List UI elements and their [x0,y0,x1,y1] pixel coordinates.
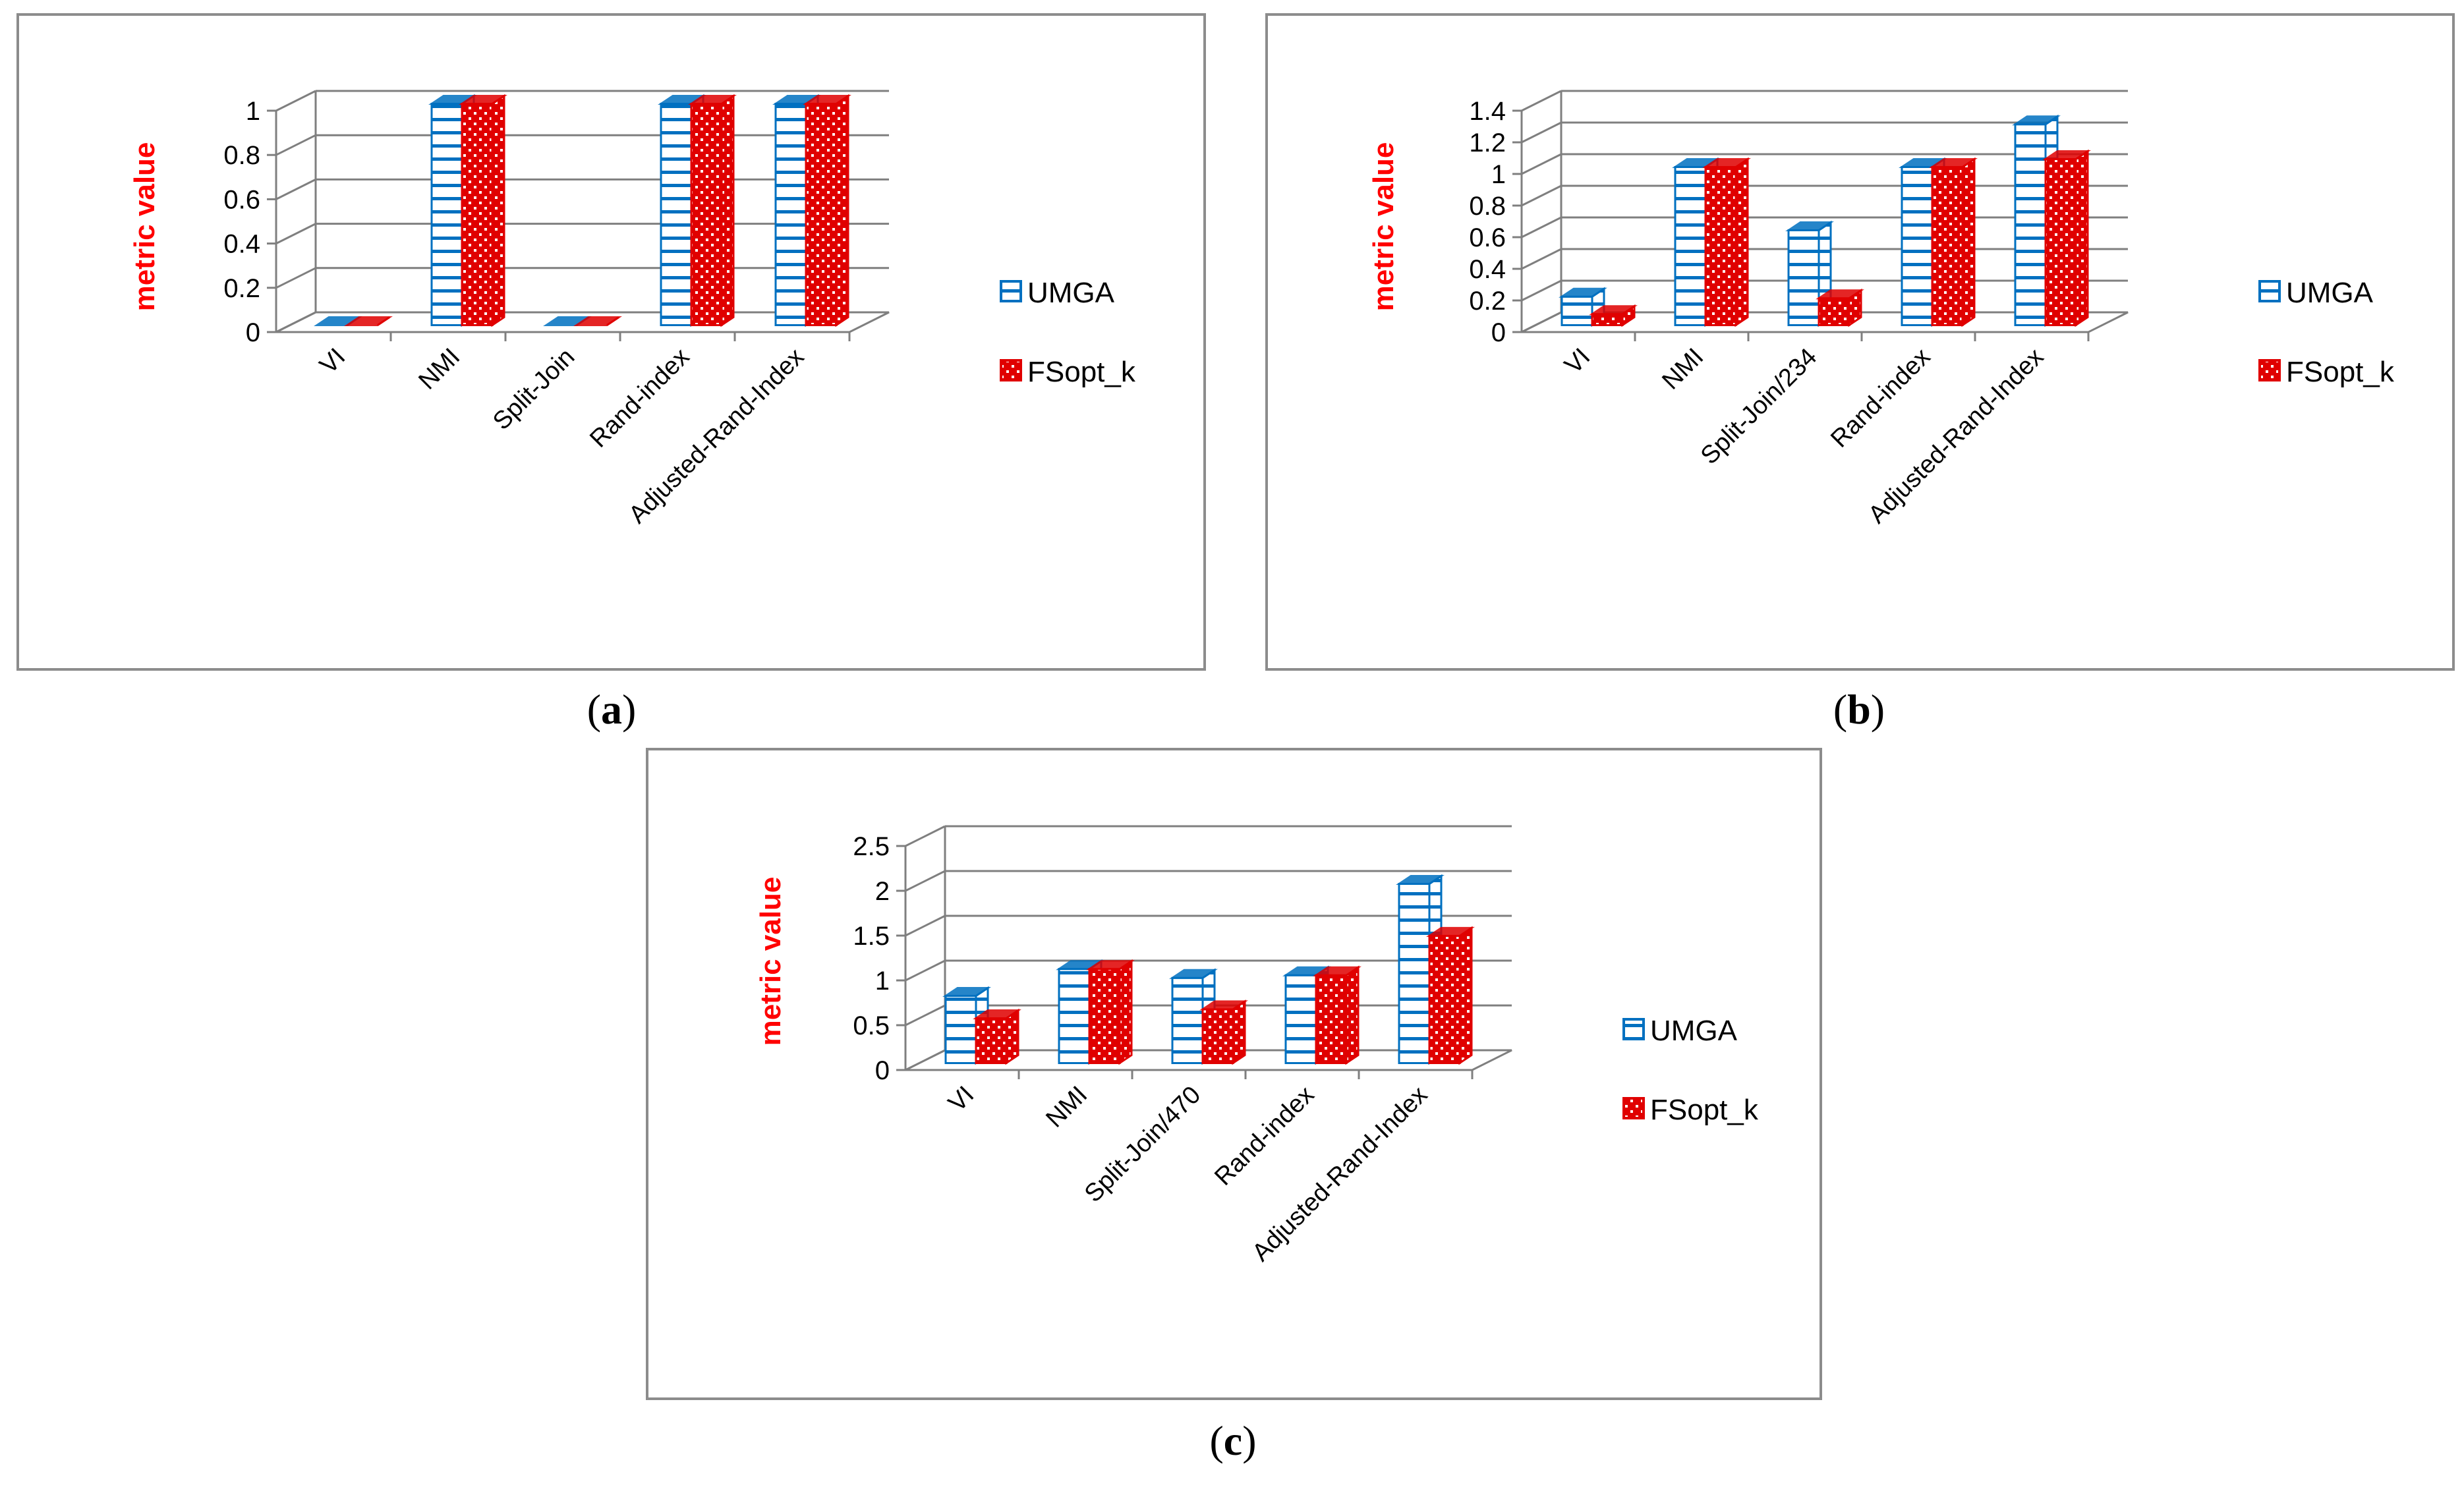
legend-label: FSopt_k [1650,1094,1759,1126]
y-tick-label: 1 [246,97,260,126]
y-tick-label: 1.5 [853,922,890,951]
bar-fsopt [573,316,622,326]
y-axis-title: metric value [129,142,161,312]
plot-area: 0 0.2 0.4 0.6 0.8 1 metric value VI NMI Split-Joi… [129,90,890,529]
category-label: NMI [1041,1081,1093,1133]
caption-a: (a) [587,686,637,733]
category-label: NMI [413,343,465,395]
legend-fsopt: FSopt_k [2258,356,2395,388]
category-label: VI [943,1081,979,1117]
category-label: Rand-index [1209,1081,1319,1191]
category-label: VI [314,343,351,380]
caption-b: (b) [1833,686,1885,733]
y-tick-label: 0.2 [223,274,260,303]
y-tick-label: 0.2 [1469,287,1506,316]
category-label: VI [1559,343,1595,380]
y-tick-label: 0.6 [223,185,260,214]
legend-umga: UMGA [1622,1015,1738,1047]
floor [1521,311,2129,333]
legend-label: UMGA [1027,277,1115,309]
y-tick-label: 0 [1491,318,1506,347]
bar-fsopt [2042,149,2091,327]
legend-fsopt: FSopt_k [1000,356,1136,388]
y-tick-label: 0 [246,318,260,347]
legend-fsopt: FSopt_k [1622,1094,1759,1126]
legend-swatch [1000,280,1022,302]
y-tick-label: 1 [875,967,890,996]
chart-panel-b: 0 0.2 0.4 0.6 0.8 1 1.2 1.4 metric value VI NMI Spl… [1265,13,2455,671]
category-label: Split-Join [488,343,580,436]
category-label: Rand-index [585,343,695,453]
y-tick-label: 1.2 [1469,128,1506,157]
bar-fsopt [1426,926,1475,1065]
legend-label: FSopt_k [2286,356,2395,388]
bar-fsopt [803,94,851,327]
bar-fsopt [1702,157,1751,327]
legend-swatch [1000,359,1022,381]
bar-fsopt [1816,288,1864,327]
bar-fsopt [459,94,507,327]
floor [905,1049,1512,1071]
category-label: Rand-index [1825,343,1935,453]
legend-label: FSopt_k [1027,356,1136,388]
bar-fsopt [1086,959,1135,1065]
y-axis-title: metric value [755,877,787,1046]
chart-panel-c: 0 0.5 1 1.5 2 2.5 metric value VI NMI Split-Join/… [646,748,1822,1400]
bar-fsopt [1589,304,1638,327]
legend-swatch [1622,1097,1645,1119]
y-tick-label: 1.4 [1469,97,1506,126]
plot-area: 00.2 0.4 0.60.8 1 1.21.4 metric value VI NMISpl… [1367,90,2129,529]
y-tick-label: 1 [1491,160,1506,189]
category-label: Split-Join/234 [1696,343,1823,470]
bar-fsopt [973,1008,1021,1065]
legend-swatch [1622,1018,1645,1040]
bar-fsopt [1199,1000,1248,1065]
y-tick-label: 0.8 [223,141,260,170]
chart-panel-a: 0 0.2 0.4 0.6 0.8 1 metric value VI NMI Split-Joi… [16,13,1206,671]
legend-label: UMGA [1650,1015,1738,1047]
legend-label: UMGA [2286,277,2374,309]
floor [275,311,890,333]
legend-umga: UMGA [2258,277,2374,309]
y-axis-title: metric value [1367,142,1400,312]
y-tick-label: 0 [875,1056,890,1085]
y-tick-label: 0.8 [1469,192,1506,221]
y-tick-label: 0.6 [1469,223,1506,252]
plot-area: 0 0.5 1 1.5 2 2.5 metric value VI NMISplit-Join/… [755,825,1512,1267]
category-label: NMI [1657,343,1709,395]
legend-swatch [2258,359,2281,381]
category-label: Split-Join/470 [1079,1081,1207,1208]
legend-swatch [2258,280,2281,302]
chart-b-svg: 00.2 0.4 0.60.8 1 1.21.4 metric value VI NMISpl… [1367,90,2395,529]
bar-fsopt [688,94,737,327]
chart-a-svg: 0 0.2 0.4 0.6 0.8 1 metric value VI NMI Split-Joi… [129,90,1136,529]
chart-c-svg: 0 0.5 1 1.5 2 2.5 metric value VI NMISplit-Join/… [755,825,1759,1267]
caption-c: (c) [1209,1417,1257,1464]
bar-fsopt [1313,965,1361,1065]
bar-fsopt [1929,157,1978,327]
bar-fsopt [344,316,393,326]
y-tick-label: 2.5 [853,832,890,861]
y-tick-label: 0.4 [1469,255,1506,284]
y-tick-label: 2 [875,877,890,906]
legend-umga: UMGA [1000,277,1115,309]
y-tick-label: 0.5 [853,1011,890,1040]
y-tick-label: 0.4 [223,230,260,259]
